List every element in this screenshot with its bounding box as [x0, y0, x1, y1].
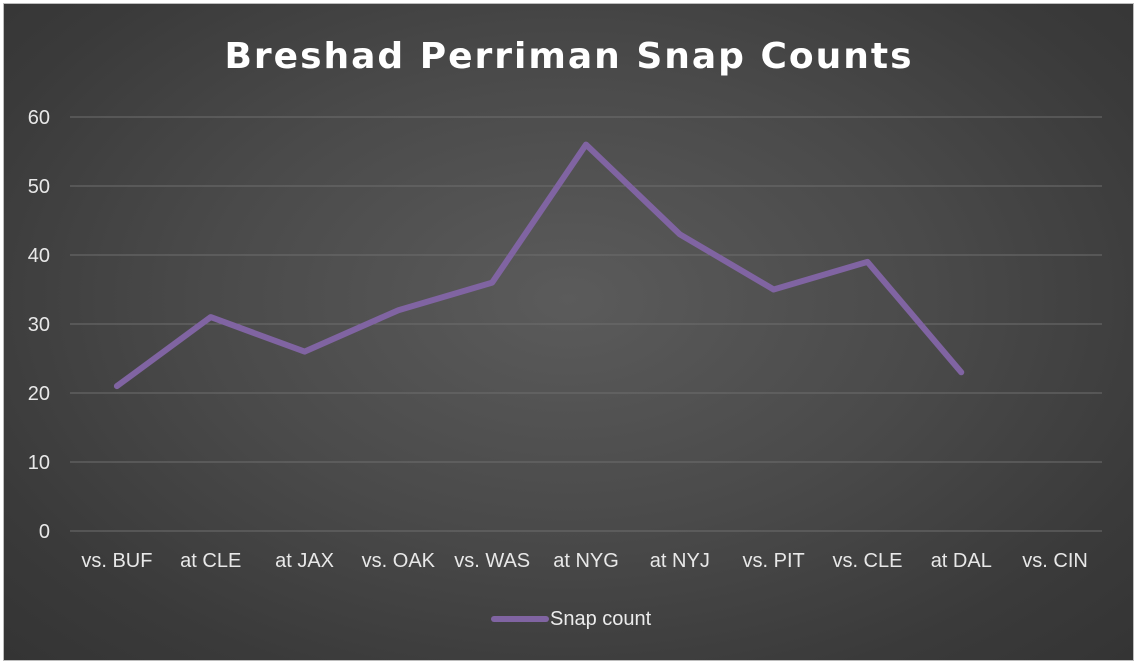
y-tick-label: 60 [28, 107, 50, 129]
series-lines [113, 141, 965, 390]
y-axis: 0 10 20 30 40 50 60 [28, 107, 50, 543]
legend-label: Snap count [550, 608, 652, 630]
y-tick-label: 50 [28, 176, 50, 198]
y-tick-label: 30 [28, 314, 50, 336]
y-tick-label: 20 [28, 383, 50, 405]
x-tick-label: vs. CIN [1022, 550, 1088, 572]
legend: Snap count [491, 608, 652, 630]
x-tick-label: vs. WAS [454, 550, 530, 572]
x-tick-label: vs. PIT [743, 550, 805, 572]
x-tick-label: at NYG [553, 550, 619, 572]
gridlines [70, 116, 1102, 532]
x-tick-label: vs. OAK [362, 550, 436, 572]
x-tick-label: at CLE [180, 550, 241, 572]
line-chart: Breshad Perriman Snap Counts 0 10 20 30 40 50… [28, 36, 1102, 630]
x-tick-label: at JAX [275, 550, 334, 572]
x-axis: vs. BUF at CLE at JAX vs. OAK vs. WAS at NYG a… [81, 550, 1088, 572]
y-tick-label: 10 [28, 452, 50, 474]
x-tick-label: vs. CLE [832, 550, 902, 572]
x-tick-label: at NYJ [650, 550, 710, 572]
x-tick-label: at DAL [931, 550, 992, 572]
y-tick-label: 40 [28, 245, 50, 267]
series-line [113, 141, 965, 390]
y-tick-label: 0 [39, 521, 50, 543]
chart-area: Breshad Perriman Snap Counts 0 10 20 30 40 50… [3, 3, 1134, 661]
chart-title: Breshad Perriman Snap Counts [224, 36, 913, 77]
x-tick-label: vs. BUF [81, 550, 152, 572]
